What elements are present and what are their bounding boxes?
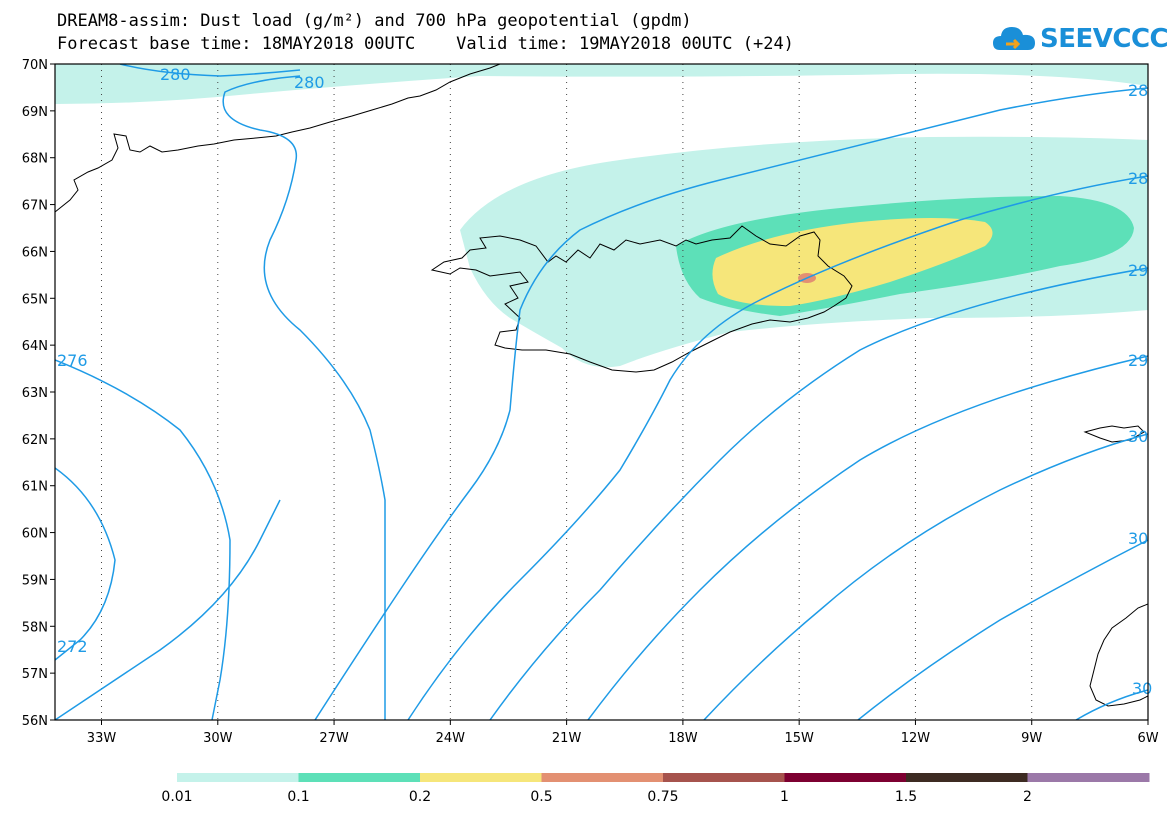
contour-label: 28 bbox=[1128, 169, 1148, 188]
contour-label: 272 bbox=[57, 637, 88, 656]
contour-label: 28 bbox=[1128, 81, 1148, 100]
contour-mid4 bbox=[489, 267, 1148, 720]
contour-280a bbox=[119, 64, 301, 77]
colorbar-swatch bbox=[541, 773, 664, 782]
lat-label: 61N bbox=[22, 480, 48, 495]
lon-label: 18W bbox=[668, 731, 698, 746]
lon-label: 30W bbox=[203, 731, 233, 746]
contour-mid8 bbox=[1075, 689, 1148, 720]
colorbar-label: 2 bbox=[1023, 789, 1032, 805]
contour-label: 280 bbox=[160, 65, 191, 84]
scotland-coast bbox=[1089, 603, 1148, 707]
colorbar-swatch bbox=[177, 773, 299, 782]
colorbar-label: 1 bbox=[780, 789, 789, 805]
seevccc-logo: SEEVCCC bbox=[992, 22, 1169, 56]
lon-label: 27W bbox=[319, 731, 349, 746]
colorbar-label: 1.5 bbox=[895, 789, 917, 805]
lon-label: 33W bbox=[87, 731, 117, 746]
lon-label: 6W bbox=[1137, 731, 1158, 746]
lat-label: 64N bbox=[22, 339, 48, 354]
colorbar-legend: 0.01 0.1 0.2 0.5 0.75 1 1.5 2 bbox=[161, 773, 1150, 805]
lat-label: 57N bbox=[22, 667, 48, 682]
colorbar-swatch bbox=[906, 773, 1028, 782]
lat-label: 67N bbox=[22, 199, 48, 214]
contour-label: 30 bbox=[1132, 679, 1152, 698]
contour-label: 29 bbox=[1128, 351, 1148, 370]
coastlines bbox=[55, 64, 1148, 707]
logo-text: SEEVCCC bbox=[1040, 24, 1169, 54]
chart-title-line2: Forecast base time: 18MAY2018 00UTC Vali… bbox=[57, 34, 794, 54]
lon-label: 15W bbox=[784, 731, 814, 746]
colorbar-label: 0.2 bbox=[409, 789, 431, 805]
lon-label: 24W bbox=[436, 731, 466, 746]
contour-label: 276 bbox=[57, 351, 88, 370]
contour-mid7 bbox=[857, 539, 1148, 720]
contour-label: 280 bbox=[294, 73, 325, 92]
colorbar-swatch bbox=[784, 773, 907, 782]
colorbar-swatch bbox=[663, 773, 785, 782]
chart-title-line1: DREAM8-assim: Dust load (g/m²) and 700 h… bbox=[57, 11, 692, 31]
dust-region-0.2 bbox=[712, 218, 993, 306]
dust-region-0.01-north bbox=[55, 64, 1148, 104]
lat-label: 58N bbox=[22, 620, 48, 635]
greenland-coast bbox=[55, 64, 501, 213]
latitude-axis: 70N 69N 68N 67N 66N 65N 64N 63N 62N 61N 60N 59N 58N 5… bbox=[22, 58, 55, 729]
lat-label: 70N bbox=[22, 58, 48, 73]
colorbar-swatch bbox=[420, 773, 542, 782]
contour-mid6 bbox=[703, 433, 1148, 720]
lat-label: 69N bbox=[22, 105, 48, 120]
contour-label: 30 bbox=[1128, 529, 1148, 548]
longitude-axis: 33W 30W 27W 24W 21W 18W 15W 12W 9W 6W bbox=[87, 720, 1159, 746]
contour-272 bbox=[55, 467, 116, 661]
colorbar-label: 0.01 bbox=[161, 789, 192, 805]
lat-label: 63N bbox=[22, 386, 48, 401]
colorbar-swatch bbox=[1027, 773, 1150, 782]
colorbar-swatch bbox=[298, 773, 421, 782]
colorbar-label: 0.5 bbox=[530, 789, 552, 805]
faroe-islands bbox=[1083, 425, 1145, 443]
lat-label: 66N bbox=[22, 245, 48, 260]
contour-west bbox=[55, 359, 231, 720]
contour-280b bbox=[222, 75, 386, 720]
lat-label: 62N bbox=[22, 433, 48, 448]
contour-label: 30 bbox=[1128, 427, 1148, 446]
lat-label: 60N bbox=[22, 527, 48, 542]
colorbar-label: 0.1 bbox=[287, 789, 309, 805]
lon-label: 21W bbox=[552, 731, 582, 746]
contour-mid3 bbox=[407, 175, 1148, 720]
contour-label: 29 bbox=[1128, 261, 1148, 280]
iceland-coast bbox=[430, 225, 853, 373]
lon-label: 9W bbox=[1021, 731, 1042, 746]
contour-mid5 bbox=[587, 355, 1148, 720]
colorbar-label: 0.75 bbox=[647, 789, 678, 805]
lat-label: 65N bbox=[22, 292, 48, 307]
lon-label: 12W bbox=[901, 731, 931, 746]
lat-label: 68N bbox=[22, 152, 48, 167]
contour-mid1 bbox=[55, 499, 281, 720]
geopotential-contours bbox=[55, 64, 1148, 720]
contour-labels: 280 280 28 28 29 29 276 30 272 30 30 bbox=[57, 65, 1152, 698]
cloud-icon bbox=[993, 27, 1035, 50]
lat-label: 56N bbox=[22, 714, 48, 729]
contour-mid2 bbox=[314, 87, 1148, 720]
lat-label: 59N bbox=[22, 573, 48, 588]
